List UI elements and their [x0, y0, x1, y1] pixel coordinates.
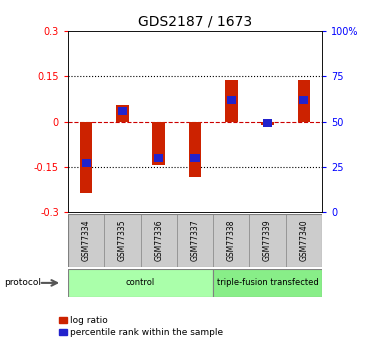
- Bar: [225, 80, 237, 122]
- Bar: [68, 269, 213, 297]
- Bar: [80, 122, 92, 193]
- Bar: [191, 154, 199, 162]
- Text: GSM77338: GSM77338: [227, 220, 236, 262]
- Bar: [116, 105, 129, 122]
- Text: GSM77339: GSM77339: [263, 220, 272, 262]
- Bar: [227, 96, 236, 104]
- Bar: [213, 269, 322, 297]
- Text: protocol: protocol: [4, 278, 41, 287]
- Bar: [300, 96, 308, 104]
- Text: GSM77337: GSM77337: [191, 220, 199, 262]
- Text: GSM77335: GSM77335: [118, 220, 127, 262]
- Bar: [118, 107, 127, 115]
- Title: GDS2187 / 1673: GDS2187 / 1673: [138, 14, 252, 29]
- Bar: [298, 80, 310, 122]
- Text: GSM77336: GSM77336: [154, 220, 163, 262]
- Text: triple-fusion transfected: triple-fusion transfected: [217, 278, 319, 287]
- Bar: [152, 122, 165, 165]
- Bar: [154, 154, 163, 162]
- Legend: log ratio, percentile rank within the sample: log ratio, percentile rank within the sa…: [55, 313, 227, 341]
- Bar: [263, 119, 272, 128]
- Bar: [189, 122, 201, 177]
- Text: control: control: [126, 278, 155, 287]
- Bar: [81, 159, 90, 167]
- Text: GSM77340: GSM77340: [300, 220, 308, 262]
- Text: GSM77334: GSM77334: [81, 220, 90, 262]
- Bar: [261, 122, 274, 125]
